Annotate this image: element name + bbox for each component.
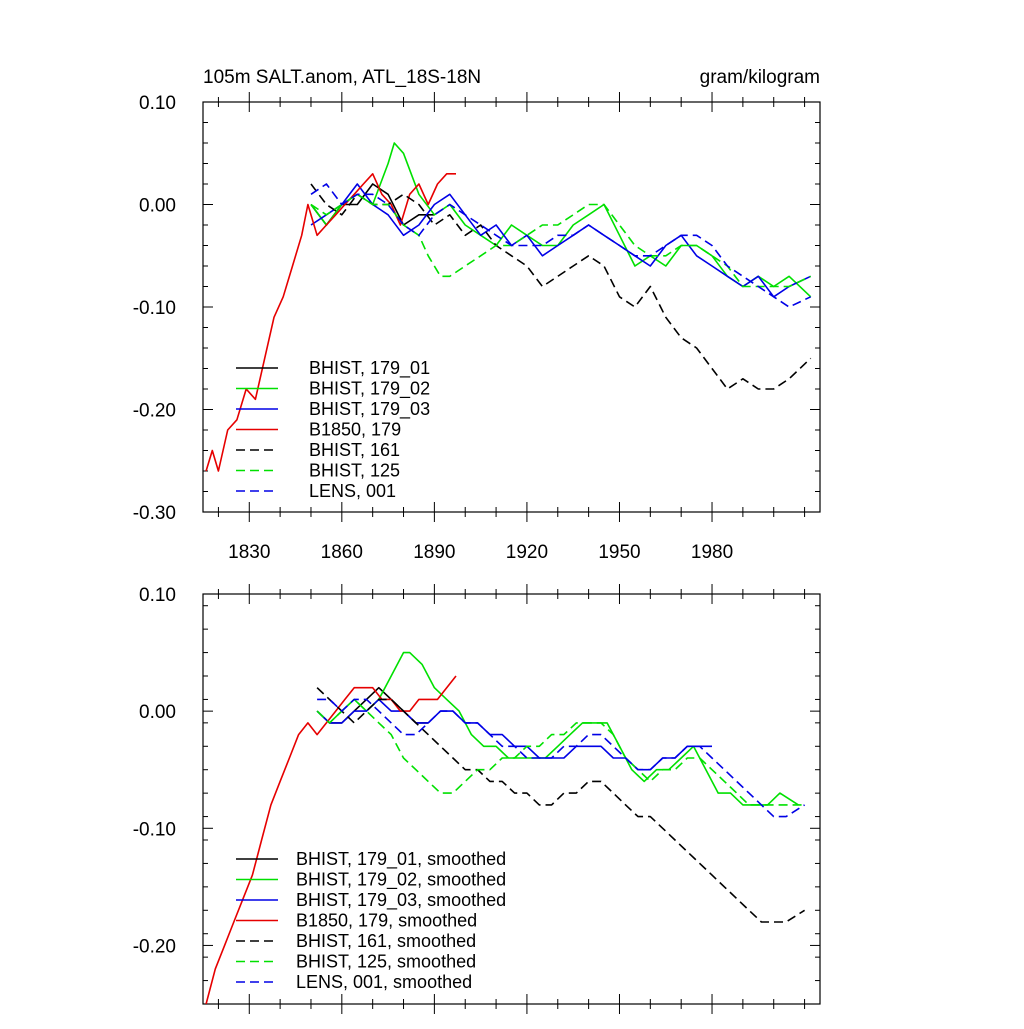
series-line [310, 183, 812, 298]
series-line [316, 687, 806, 923]
legend-label: BHIST, 179_02, smoothed [296, 870, 506, 891]
y-tick-label: 0.10 [139, 585, 176, 606]
series-line [316, 698, 805, 806]
legend-label: BHIST, 125 [309, 461, 400, 481]
series-line [316, 698, 712, 771]
x-tick-label: 1950 [598, 542, 640, 563]
series-line [310, 193, 812, 288]
x-tick-label: 1860 [321, 542, 363, 563]
x-tick-label: 1920 [506, 542, 548, 563]
y-tick-label: 0.00 [139, 702, 176, 723]
legend-label: BHIST, 179_01 [309, 358, 430, 379]
series-line [317, 698, 806, 818]
plot-area [205, 142, 812, 472]
top-panel: 1830 1860 1890 1920 1950 1980 0.10 0.00 -0.10 -0.… [133, 92, 821, 563]
x-tick-label: 1980 [691, 542, 733, 563]
plot-frame [202, 101, 821, 513]
series-line [310, 183, 812, 308]
y-tick-label: -0.30 [133, 503, 176, 524]
legend-label: LENS, 001 [309, 481, 396, 501]
plot-area [205, 651, 806, 1004]
legend-label: BHIST, 179_02 [309, 379, 430, 400]
plot-frame [202, 593, 821, 1005]
series-line [310, 183, 812, 390]
legend-label: B1850, 179, smoothed [296, 911, 477, 931]
legend-label: BHIST, 161, smoothed [296, 931, 476, 951]
y-tick-label: 0.10 [139, 93, 176, 114]
series-line [205, 675, 457, 1004]
chart-units: gram/kilogram [700, 67, 820, 88]
legend-label: LENS, 001, smoothed [296, 972, 472, 992]
legend-label: BHIST, 179_03, smoothed [296, 890, 506, 911]
x-tick-label: 1890 [413, 542, 455, 563]
series-line [310, 142, 812, 298]
series-line [316, 651, 799, 806]
bottom-panel: 0.10 0.00 -0.10 -0.20 BHIST, 179_01, smoothe… [133, 584, 821, 1014]
x-tick-label: 1830 [228, 542, 270, 563]
legend-label: BHIST, 179_03 [309, 399, 430, 420]
legend-label: BHIST, 179_01, smoothed [296, 849, 506, 870]
y-tick-label: -0.10 [133, 819, 176, 840]
y-tick-label: 0.00 [139, 196, 176, 217]
legend-label: BHIST, 161 [309, 440, 400, 460]
series-line [205, 173, 456, 472]
y-tick-label: -0.20 [133, 936, 176, 957]
y-tick-label: -0.10 [133, 298, 176, 319]
legend-label: BHIST, 125, smoothed [296, 952, 476, 972]
y-tick-label: -0.20 [133, 401, 176, 422]
legend-label: B1850, 179 [309, 420, 401, 440]
chart-title: 105m SALT.anom, ATL_18S-18N [203, 67, 481, 88]
